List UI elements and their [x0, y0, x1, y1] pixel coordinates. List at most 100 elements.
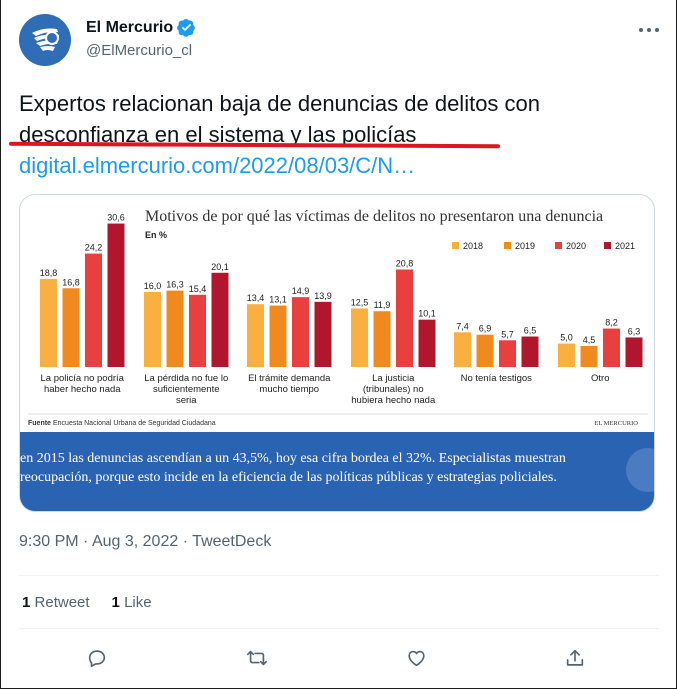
retweets-count: 1: [22, 594, 31, 611]
bar-2018-4: [454, 332, 471, 367]
bar-2021-4: [521, 336, 539, 367]
bar-2021-3: [418, 319, 436, 367]
bar-2020-1: [189, 294, 206, 367]
chart-subtitle: En %: [145, 230, 167, 240]
retweet-icon[interactable]: [240, 641, 274, 675]
bar-value-label: 30,6: [107, 213, 125, 223]
legend-swatch-2018: [452, 242, 459, 249]
bar-value-label: 24,2: [85, 243, 103, 253]
bar-2021-2: [314, 301, 332, 367]
bar-2021-0: [107, 223, 125, 367]
bar-2019-3: [373, 311, 391, 367]
avatar[interactable]: [19, 14, 71, 66]
bar-value-label: 12,5: [351, 297, 369, 307]
divider: [19, 575, 659, 576]
category-label: hubiera hecho nada: [351, 395, 436, 406]
category-label: La justicia: [372, 373, 415, 384]
bar-value-label: 7,4: [456, 321, 469, 331]
bar-value-label: 20,1: [211, 262, 229, 272]
bar-2020-5: [603, 328, 620, 367]
bar-value-label: 6,5: [524, 326, 537, 336]
category-label: El trámite demanda: [248, 373, 331, 384]
bar-2020-0: [85, 253, 102, 367]
category-label: suficientemente: [153, 384, 220, 395]
article-link[interactable]: digital.elmercurio.com/2022/08/03/C/N…: [19, 153, 416, 178]
infographic-caption-band: en 2015 las denuncias ascendían a un 43,…: [20, 432, 654, 511]
meta-separator: ·: [83, 533, 92, 550]
seal-watermark: [626, 448, 654, 492]
category-label: seria: [176, 395, 197, 406]
bar-2019-0: [62, 288, 80, 367]
category-label: La pérdida no fue lo: [144, 373, 228, 384]
bar-value-label: 6,9: [479, 324, 492, 334]
bar-2019-1: [166, 290, 184, 367]
bar-2019-2: [269, 305, 287, 367]
legend-label-2019: 2019: [515, 241, 535, 251]
tweet-text: Expertos relacionan baja de denuncias de…: [19, 88, 659, 181]
bar-value-label: 13,4: [247, 293, 265, 303]
source-text: Encuesta Nacional Urbana de Seguridad Ci…: [53, 420, 216, 427]
bar-value-label: 6,3: [628, 326, 641, 336]
reply-icon[interactable]: [80, 641, 114, 675]
bar-2018-3: [351, 308, 368, 367]
handle[interactable]: @ElMercurio_cl: [86, 42, 193, 59]
bar-value-label: 10,1: [418, 309, 436, 319]
legend-label-2021: 2021: [615, 241, 635, 251]
retweets-label: Retweet: [34, 594, 90, 611]
display-name[interactable]: El Mercurio: [86, 18, 174, 36]
bar-value-label: 15,4: [189, 284, 207, 294]
bar-2021-1: [211, 272, 229, 367]
legend-swatch-2020: [555, 242, 562, 249]
bar-value-label: 13,1: [269, 295, 287, 305]
legend-swatch-2021: [604, 242, 611, 249]
bar-2020-3: [396, 269, 413, 367]
tweet-text-line-1: Expertos relacionan baja de denuncias de…: [19, 91, 541, 116]
legend-swatch-2019: [504, 242, 511, 249]
caption-line-2: reocupación, porque esto incide en la ef…: [20, 470, 557, 485]
bar-value-label: 4,5: [583, 335, 596, 345]
bar-chart: Motivos de por qué las víctimas de delit…: [28, 208, 648, 427]
category-label: No tenía testigos: [461, 373, 533, 384]
caption-line-1: en 2015 las denuncias ascendían a un 43,…: [20, 451, 566, 466]
like-icon[interactable]: [399, 641, 433, 675]
bar-value-label: 5,7: [501, 329, 514, 339]
tweet-source[interactable]: TweetDeck: [192, 533, 272, 550]
tweet-date[interactable]: Aug 3, 2022: [91, 533, 179, 550]
category-label: (tribunales) no: [363, 384, 424, 395]
category-label: mucho tiempo: [259, 384, 319, 395]
bar-value-label: 5,0: [560, 333, 573, 343]
bar-2018-1: [144, 292, 161, 367]
source-label: Fuente: [28, 420, 51, 427]
likes-stat[interactable]: 1 Like: [112, 594, 152, 611]
legend-label-2020: 2020: [566, 241, 586, 251]
bar-value-label: 16,0: [144, 281, 162, 291]
legend-label-2018: 2018: [463, 241, 483, 251]
media-card[interactable]: Motivos de por qué las víctimas de delit…: [19, 194, 655, 512]
verified-badge-icon: [177, 19, 195, 37]
bar-value-label: 18,8: [40, 268, 58, 278]
retweets-stat[interactable]: 1 Retweet: [22, 594, 90, 611]
tweet-actions: [0, 641, 677, 675]
category-label: Otro: [591, 373, 609, 384]
engagement-stats: 1 Retweet 1 Like: [22, 594, 152, 611]
tweet-time[interactable]: 9:30 PM: [19, 533, 79, 550]
bar-value-label: 11,9: [374, 300, 391, 310]
more-options-icon[interactable]: [636, 20, 662, 40]
el-mercurio-logo-icon: [32, 28, 59, 51]
bar-2020-2: [292, 297, 309, 367]
share-icon[interactable]: [558, 641, 592, 675]
bar-value-label: 20,8: [396, 259, 414, 269]
bar-value-label: 16,8: [62, 277, 80, 287]
chart-title: Motivos de por qué las víctimas de delit…: [145, 208, 603, 225]
bar-2019-5: [580, 345, 598, 367]
bar-value-label: 16,3: [166, 280, 184, 290]
likes-label: Like: [124, 594, 152, 611]
infographic: Motivos de por qué las víctimas de delit…: [20, 195, 654, 432]
bar-2020-4: [499, 340, 516, 367]
bar-2021-5: [625, 337, 643, 367]
divider: [19, 628, 659, 629]
brand-label: EL MERCURIO: [594, 420, 638, 427]
category-label: La policía no podría: [41, 373, 125, 384]
bar-2018-5: [558, 343, 575, 367]
bar-value-label: 14,9: [292, 286, 310, 296]
